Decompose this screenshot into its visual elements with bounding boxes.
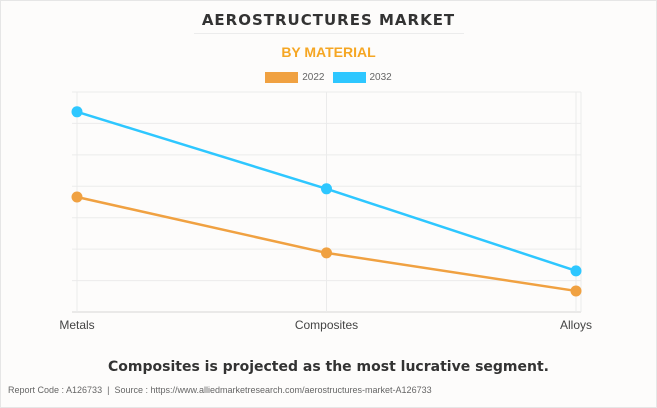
x-tick-label: Metals bbox=[59, 318, 94, 332]
legend-item-2032[interactable]: 2032 bbox=[332, 72, 392, 83]
insight-text: Composites is projected as the most lucr… bbox=[108, 359, 549, 375]
legend-item-2022[interactable]: 2022 bbox=[265, 72, 325, 83]
source-separator: | bbox=[107, 385, 110, 395]
data-point-2022 bbox=[71, 191, 83, 203]
source-url[interactable]: Source : https://www.alliedmarketresearc… bbox=[114, 385, 432, 395]
legend: 2022 2032 bbox=[0, 72, 657, 83]
x-axis-ticks: Metals Composites Alloys bbox=[59, 318, 592, 332]
legend-swatch-2022 bbox=[265, 72, 299, 83]
chart-title: AEROSTRUCTURES MARKET bbox=[201, 11, 456, 29]
data-point-2022 bbox=[570, 285, 582, 297]
data-point-2032 bbox=[570, 265, 582, 277]
legend-swatch-2032 bbox=[332, 72, 366, 83]
chart-subtitle: BY MATERIAL bbox=[281, 44, 376, 60]
legend-label-2022: 2022 bbox=[302, 72, 325, 83]
legend-label-2032: 2032 bbox=[369, 72, 392, 83]
series-lines bbox=[71, 106, 582, 297]
report-code: Report Code : A126733 bbox=[8, 385, 103, 395]
title-divider bbox=[194, 33, 464, 34]
data-point-2032 bbox=[71, 106, 83, 118]
data-point-2032 bbox=[321, 183, 332, 195]
source-line: Report Code : A126733 | Source : https:/… bbox=[8, 385, 432, 395]
x-tick-label: Alloys bbox=[560, 318, 592, 332]
data-point-2022 bbox=[321, 247, 332, 259]
x-tick-label: Composites bbox=[295, 318, 358, 332]
